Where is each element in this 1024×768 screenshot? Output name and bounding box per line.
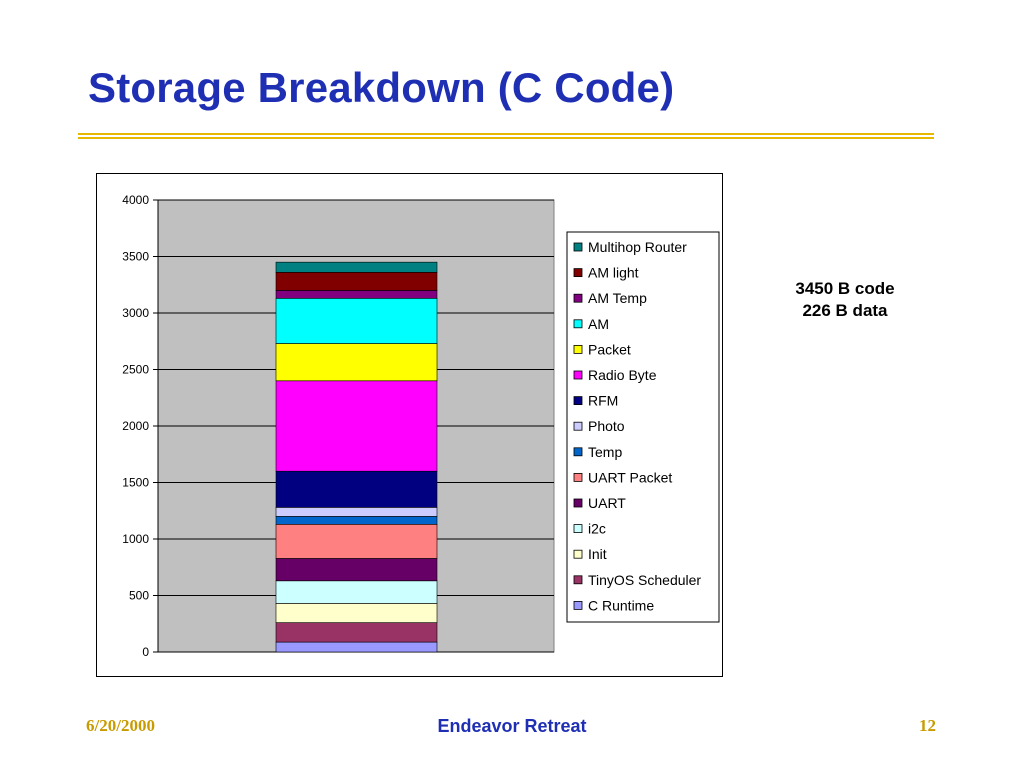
bar-segment-c-runtime (275, 641, 438, 653)
bar-segment-i2c (275, 580, 438, 604)
y-tick-label: 1000 (122, 532, 149, 546)
y-tick-label: 3500 (122, 250, 149, 264)
stacked-bar-chart: 0 500 1000 1500 2000 2500 3000 3500 4000 Multihop… (122, 193, 720, 659)
legend-label: Temp (588, 444, 622, 460)
bar-segment-uart (275, 558, 438, 582)
title-rule-bottom (78, 137, 934, 139)
legend-swatch (573, 549, 583, 559)
bar-segment-multihop-router (275, 261, 438, 273)
bar-segment-tinyos-scheduler (275, 622, 438, 643)
legend-label: UART (588, 495, 626, 511)
legend-label: AM light (588, 265, 639, 281)
bar-segment-am-temp (275, 290, 438, 299)
y-tick-label: 3000 (122, 306, 149, 320)
legend-label: C Runtime (588, 597, 654, 613)
legend-swatch (573, 575, 583, 585)
slide-title: Storage Breakdown (C Code) (88, 64, 675, 111)
legend-swatch (573, 498, 583, 508)
legend-swatch (573, 319, 583, 329)
bar-segment-photo (275, 507, 438, 517)
footer-title: Endeavor Retreat (437, 716, 587, 736)
legend-label: UART Packet (588, 469, 672, 485)
legend-swatch (573, 268, 583, 277)
y-tick-label: 2000 (122, 419, 149, 433)
legend-label: Photo (588, 418, 625, 434)
legend-label: Init (588, 546, 607, 562)
bar-segment-packet (275, 343, 438, 382)
legend-swatch (573, 421, 583, 431)
legend-swatch (573, 600, 583, 610)
legend-swatch (573, 242, 583, 252)
bar-segment-rfm (275, 470, 438, 508)
legend-label: AM (588, 316, 609, 332)
legend-label: Multihop Router (588, 239, 687, 255)
legend-swatch (573, 396, 583, 406)
chart-frame: 0 500 1000 1500 2000 2500 3000 3500 4000 Multihop… (96, 173, 723, 677)
legend-swatch (573, 370, 583, 380)
legend-box (566, 231, 720, 623)
legend-label: Radio Byte (588, 367, 657, 383)
footer-date: 6/20/2000 (86, 716, 155, 735)
legend-swatch (573, 524, 583, 534)
y-tick-label: 500 (129, 589, 149, 603)
legend-swatch (573, 344, 583, 354)
bar-segment-am-light (275, 272, 438, 291)
legend-swatch (573, 472, 583, 482)
y-tick-label: 0 (142, 645, 149, 659)
legend-swatch (573, 447, 583, 457)
legend-label: AM Temp (588, 290, 647, 306)
bar-segment-am (275, 298, 438, 344)
y-tick-label: 1500 (122, 476, 149, 490)
bar-segment-uart-packet (275, 524, 438, 559)
legend-swatch (573, 293, 583, 303)
legend-label: i2c (588, 521, 606, 537)
y-tick-label: 4000 (122, 193, 149, 207)
title-rule-top (78, 133, 934, 135)
y-tick-label: 2500 (122, 363, 149, 377)
code-size-text: 3450 B code (795, 279, 895, 298)
bar-segment-radio-byte (275, 380, 438, 472)
size-note: 3450 B code 226 B data (760, 278, 930, 322)
legend-label: TinyOS Scheduler (588, 572, 701, 588)
bar-segment-temp (275, 516, 438, 525)
legend-label: RFM (588, 393, 618, 409)
footer-page-number: 12 (919, 716, 936, 735)
data-size-text: 226 B data (802, 301, 888, 320)
bar-segment-init (275, 603, 438, 623)
legend-label: Packet (588, 341, 631, 357)
